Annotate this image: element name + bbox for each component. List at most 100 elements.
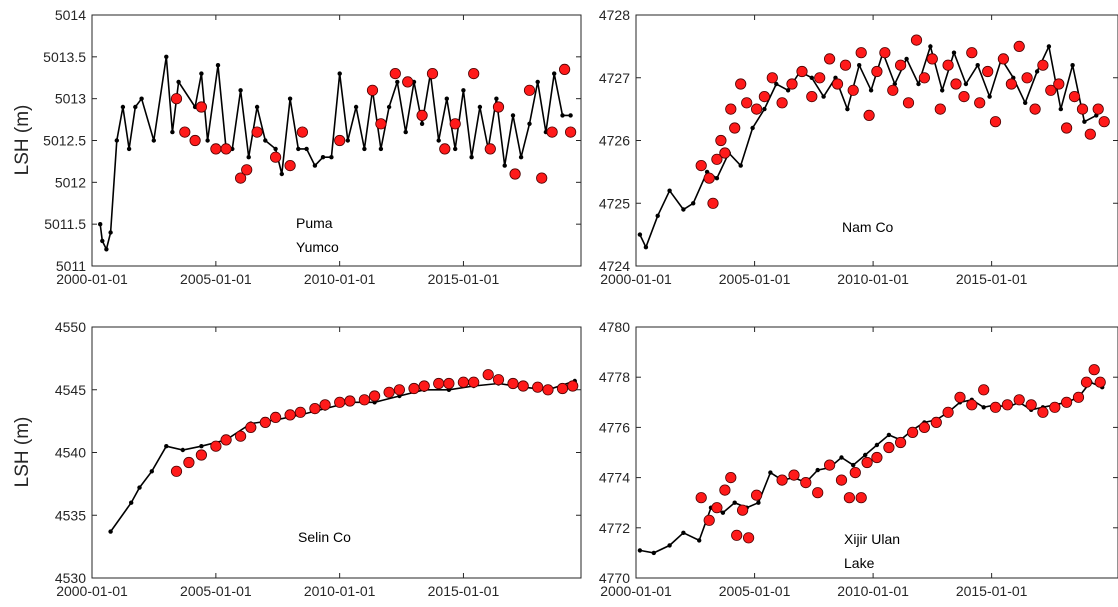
scatter-point: [849, 466, 861, 479]
line-point: [263, 138, 268, 143]
scatter-point: [796, 65, 808, 78]
line-point: [378, 146, 384, 152]
scatter-point: [1025, 399, 1037, 411]
x-tick-label: 2015-01-01: [428, 583, 500, 599]
y-tick-label: 5012.5: [43, 133, 86, 149]
x-tick-label: 2010-01-01: [837, 271, 909, 287]
line-point: [560, 113, 565, 118]
y-tick-label: 4728: [599, 7, 630, 23]
line-point: [164, 444, 169, 449]
scatter-point: [251, 126, 263, 138]
x-tick-label: 2010-01-01: [304, 583, 376, 599]
line-point: [720, 510, 726, 515]
line-point: [963, 81, 969, 87]
y-tick-label: 4530: [55, 570, 86, 586]
line-point: [386, 104, 392, 110]
line-point: [98, 222, 103, 227]
scatter-point: [715, 134, 727, 147]
lake-name-annotation: Lake: [844, 555, 875, 571]
scatter-point: [989, 116, 1002, 128]
scatter-point: [950, 78, 962, 90]
line-point: [215, 62, 221, 68]
scatter-point: [210, 440, 222, 452]
scatter-point: [1045, 84, 1057, 96]
x-tick-label: 2015-01-01: [956, 583, 1028, 599]
line-point: [337, 71, 342, 76]
scatter-point: [1005, 78, 1018, 90]
scatter-point: [457, 376, 469, 388]
lake-name-annotation: Puma: [296, 215, 333, 231]
scatter-point: [567, 380, 579, 392]
line-point: [527, 121, 532, 127]
scatter-point: [383, 386, 395, 398]
scatter-point: [220, 434, 232, 446]
x-tick-label: 2000-01-01: [56, 271, 128, 287]
scatter-point: [1013, 394, 1025, 406]
line-point: [568, 113, 573, 118]
scatter-point: [366, 84, 379, 96]
line-point: [904, 56, 909, 62]
scatter-point: [319, 399, 331, 411]
line-point: [199, 444, 204, 449]
x-tick-label: 2005-01-01: [180, 583, 252, 599]
scatter-point: [934, 103, 946, 115]
line-point: [461, 88, 466, 93]
series-line: [99, 56, 571, 252]
line-point: [809, 75, 814, 81]
scatter-point: [871, 65, 883, 78]
scatter-point: [861, 456, 873, 469]
scatter-point: [220, 143, 232, 155]
scatter-point: [966, 47, 978, 59]
x-tick-label: 2010-01-01: [837, 583, 909, 599]
line-point: [419, 121, 425, 127]
line-point: [681, 530, 686, 535]
line-point: [304, 146, 309, 152]
scatter-point: [725, 103, 737, 115]
line-point: [137, 485, 142, 490]
line-point: [436, 138, 441, 143]
scatter-point: [814, 72, 826, 84]
x-tick-label: 2005-01-01: [719, 271, 791, 287]
scatter-point: [788, 469, 800, 481]
line-point: [697, 538, 702, 543]
line-point: [129, 500, 134, 505]
scatter-point: [711, 502, 723, 514]
scatter-point: [492, 374, 505, 386]
line-point: [164, 54, 169, 59]
scatter-point: [375, 118, 387, 130]
scatter-point: [750, 103, 763, 115]
line-point: [1058, 106, 1064, 112]
scatter-point: [1084, 128, 1096, 140]
scatter-point: [1029, 103, 1041, 115]
scatter-point: [1021, 72, 1033, 84]
scatter-point: [719, 147, 731, 159]
line-point: [273, 146, 278, 152]
line-point: [279, 171, 284, 177]
y-tick-label: 4774: [599, 470, 630, 486]
y-tick-label: 5013.5: [43, 49, 86, 65]
scatter-point: [1061, 396, 1073, 408]
scatter-point: [989, 401, 1002, 413]
scatter-point: [855, 492, 867, 504]
scatter-point: [719, 484, 731, 496]
scatter-point: [894, 59, 907, 71]
y-tick-label: 5014: [55, 7, 86, 23]
scatter-point: [703, 514, 715, 526]
line-point: [120, 104, 126, 110]
line-point: [928, 44, 933, 49]
scatter-point: [241, 164, 253, 176]
lake-name-annotation: Yumco: [296, 239, 339, 255]
scatter-point: [1013, 40, 1025, 53]
scatter-point: [695, 492, 707, 504]
scatter-point: [443, 377, 455, 390]
y-tick-label: 4772: [599, 520, 630, 536]
line-point: [1034, 69, 1040, 74]
scatter-point: [189, 134, 201, 147]
scatter-point: [942, 406, 954, 418]
line-point: [151, 138, 156, 143]
scatter-point: [1094, 376, 1106, 388]
scatter-point: [741, 97, 753, 109]
scatter-point: [766, 72, 778, 84]
y-tick-label: 4724: [599, 258, 630, 274]
line-point: [762, 106, 767, 112]
